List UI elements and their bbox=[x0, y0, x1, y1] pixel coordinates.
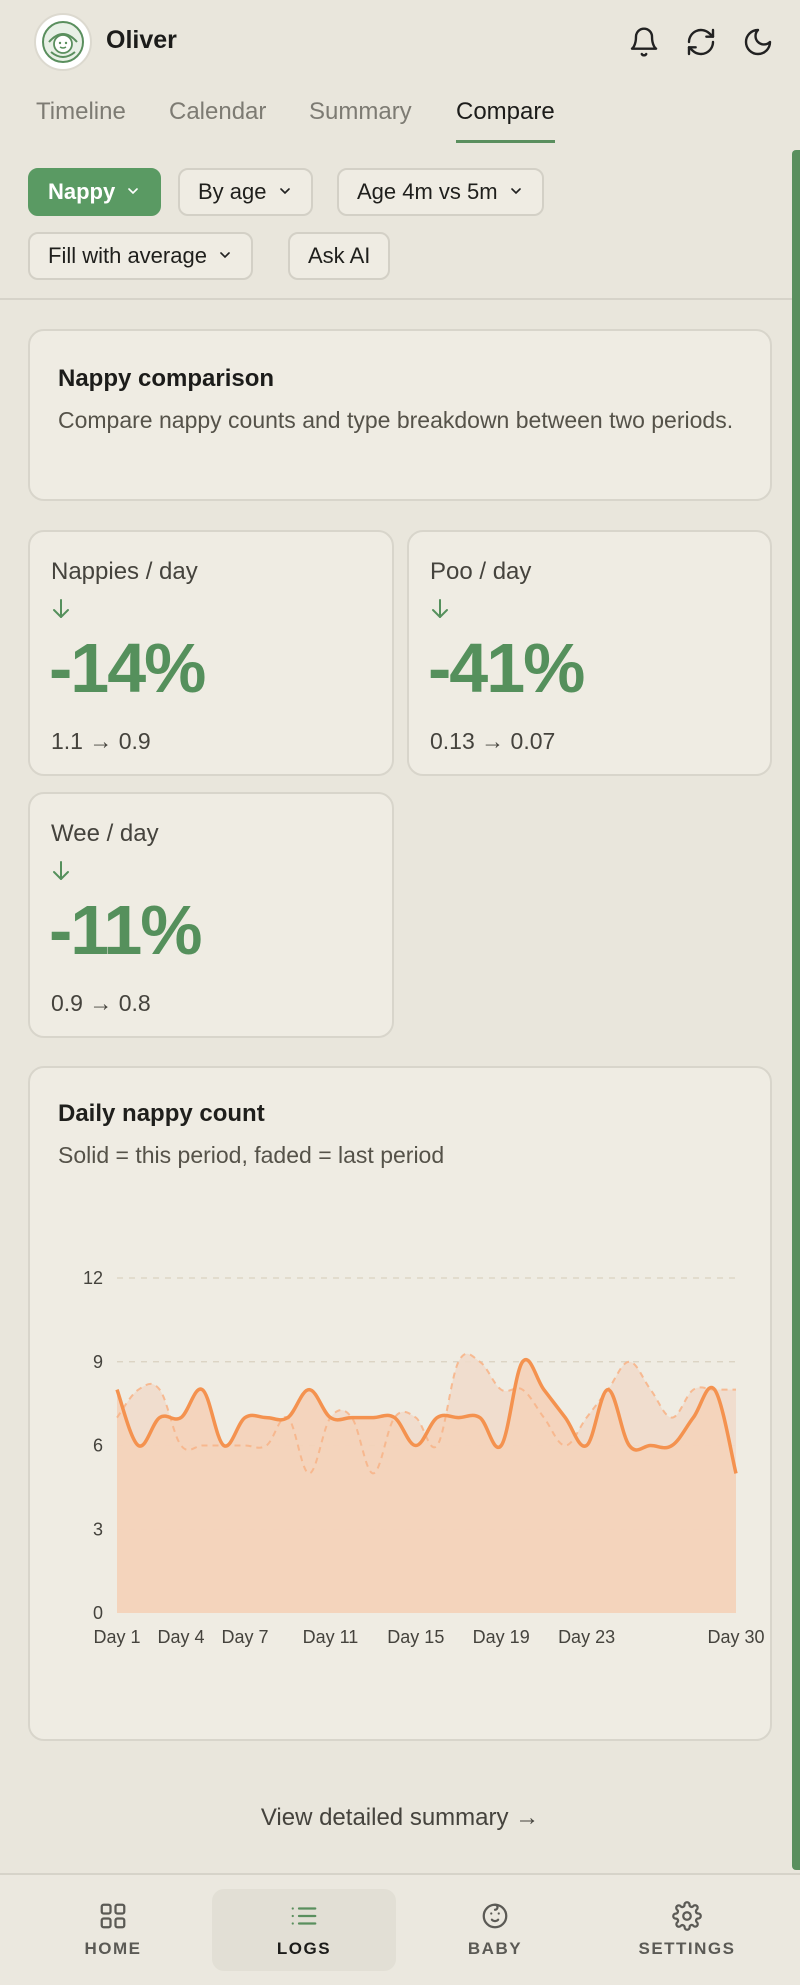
this-period-line bbox=[115, 1357, 738, 1474]
list-icon bbox=[291, 1907, 317, 1925]
ask-ai-label: Ask AI bbox=[308, 243, 371, 268]
y-tick-label: 9 bbox=[93, 1352, 103, 1372]
baby-icon bbox=[482, 1903, 508, 1929]
x-tick-label: Day 4 bbox=[158, 1627, 205, 1647]
stat-value: -11% bbox=[49, 891, 203, 969]
bell-icon[interactable] bbox=[622, 20, 666, 64]
chevron-down-icon bbox=[217, 243, 233, 269]
intro-title: Nappy comparison bbox=[58, 365, 275, 392]
y-tick-label: 0 bbox=[93, 1603, 103, 1623]
x-tick-label: Day 23 bbox=[558, 1627, 615, 1647]
periods-dropdown-label: Age 4m vs 5m bbox=[357, 179, 498, 204]
arrow-down-icon bbox=[51, 860, 71, 887]
fill-dropdown-label: Fill with average bbox=[48, 243, 207, 268]
x-tick-label: Day 19 bbox=[473, 1627, 530, 1647]
sync-icon[interactable] bbox=[679, 20, 723, 64]
x-tick-label: Day 11 bbox=[303, 1627, 359, 1647]
stat-label: Wee / day bbox=[51, 820, 159, 847]
filter-divider bbox=[0, 298, 792, 300]
x-tick-label: Day 15 bbox=[387, 1627, 444, 1647]
arrow-down-icon bbox=[51, 598, 71, 625]
nappy-count-chart: 0 3 6 9 12 Day 1 Day 4 Day 7 Day 11 Day 15 Day 19 D… bbox=[83, 1268, 765, 1647]
grid-icon bbox=[100, 1903, 126, 1929]
moon-icon[interactable] bbox=[736, 20, 780, 64]
chart-title: Daily nappy count bbox=[58, 1100, 265, 1127]
tab-calendar[interactable]: Calendar bbox=[169, 98, 267, 125]
y-tick-label: 6 bbox=[93, 1436, 103, 1456]
intro-description: Compare nappy counts and type breakdown … bbox=[58, 407, 734, 433]
stat-value: -14% bbox=[49, 629, 206, 707]
stat-card-poo: Poo / day -41% 0.13 → 0.07 bbox=[407, 530, 772, 776]
stat-card-wee: Wee / day -11% 0.9 → 0.8 bbox=[28, 792, 394, 1038]
stat-label: Nappies / day bbox=[51, 558, 198, 585]
app-header: Oliver bbox=[0, 0, 800, 84]
chevron-down-icon bbox=[277, 179, 293, 205]
x-tick-label: Day 30 bbox=[707, 1627, 764, 1647]
tab-timeline[interactable]: Timeline bbox=[36, 98, 126, 125]
nav-settings[interactable]: SETTINGS bbox=[612, 1889, 762, 1971]
stat-card-nappies: Nappies / day -14% 1.1 → 0.9 bbox=[28, 530, 394, 776]
periods-dropdown[interactable]: Age 4m vs 5m bbox=[337, 168, 544, 216]
bottom-nav: HOME LOGS BABY SETTINGS bbox=[0, 1873, 800, 1985]
view-summary-link[interactable]: View detailed summary → bbox=[260, 1804, 540, 1831]
nav-label: BABY bbox=[467, 1939, 523, 1958]
metric-dropdown-label: Nappy bbox=[48, 179, 116, 204]
arrow-down-icon bbox=[430, 598, 450, 625]
baby-face-icon bbox=[42, 21, 84, 63]
tab-compare[interactable]: Compare bbox=[456, 98, 555, 143]
tab-summary[interactable]: Summary bbox=[309, 98, 412, 125]
baby-avatar[interactable] bbox=[34, 13, 92, 71]
nav-label: LOGS bbox=[276, 1939, 332, 1958]
chevron-down-icon bbox=[508, 179, 524, 205]
fill-dropdown[interactable]: Fill with average bbox=[28, 232, 253, 280]
nav-home[interactable]: HOME bbox=[38, 1889, 188, 1971]
nav-label: SETTINGS bbox=[638, 1939, 736, 1958]
stat-range: 1.1 → 0.9 bbox=[51, 728, 151, 754]
nav-logs[interactable]: LOGS bbox=[212, 1889, 396, 1971]
metric-dropdown[interactable]: Nappy bbox=[28, 168, 162, 216]
stat-label: Poo / day bbox=[430, 558, 532, 585]
x-tick-label: Day 7 bbox=[222, 1627, 269, 1647]
mode-dropdown-label: By age bbox=[198, 179, 267, 204]
stat-range: 0.13 → 0.07 bbox=[430, 728, 556, 754]
y-tick-label: 12 bbox=[83, 1268, 103, 1288]
chart-subtitle: Solid = this period, faded = last period bbox=[58, 1142, 445, 1168]
y-tick-label: 3 bbox=[93, 1519, 103, 1539]
mode-dropdown[interactable]: By age bbox=[178, 168, 313, 216]
intro-card: Nappy comparison Compare nappy counts an… bbox=[28, 329, 772, 501]
stat-value: -41% bbox=[428, 629, 585, 707]
x-tick-label: Day 1 bbox=[93, 1627, 140, 1647]
this-period-area bbox=[117, 1359, 736, 1613]
nav-label: HOME bbox=[84, 1939, 142, 1958]
page-scrollbar[interactable] bbox=[792, 150, 800, 1870]
nav-baby[interactable]: BABY bbox=[420, 1889, 570, 1971]
chart-card: Daily nappy count Solid = this period, f… bbox=[28, 1066, 772, 1741]
view-tabs: Timeline Calendar Summary Compare bbox=[0, 94, 800, 150]
baby-name: Oliver bbox=[106, 26, 177, 54]
stat-range: 0.9 → 0.8 bbox=[51, 990, 151, 1016]
chevron-down-icon bbox=[125, 179, 141, 205]
ask-ai-button[interactable]: Ask AI bbox=[288, 232, 391, 280]
gear-icon bbox=[672, 1901, 702, 1931]
